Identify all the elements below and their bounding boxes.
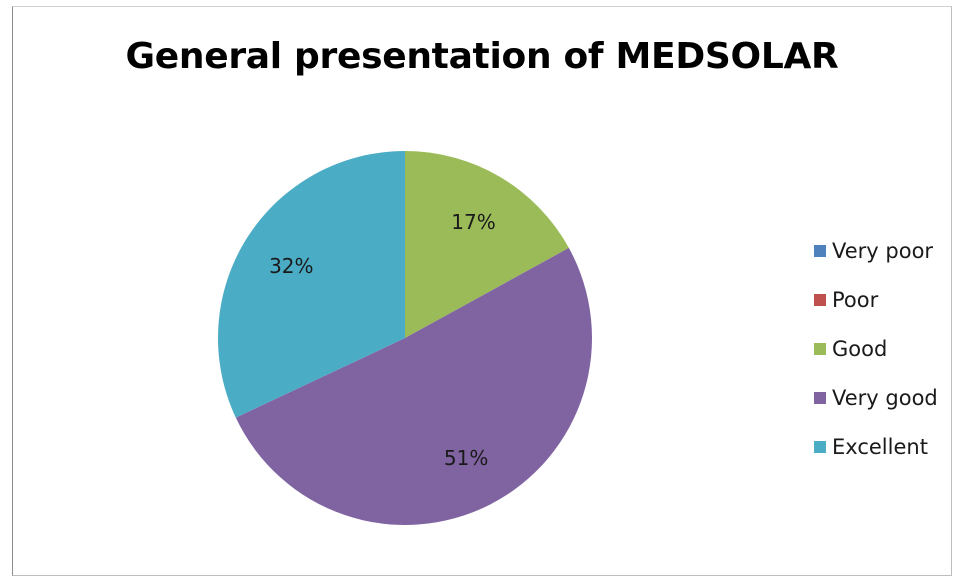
legend-swatch-very-good bbox=[814, 391, 826, 404]
legend-label-excellent: Excellent bbox=[832, 434, 928, 459]
legend: Very poor Poor Good Very good Excellent bbox=[814, 226, 938, 471]
legend-swatch-poor bbox=[814, 293, 826, 306]
legend-item-very-poor: Very poor bbox=[814, 226, 938, 275]
legend-label-good: Good bbox=[832, 336, 888, 361]
data-label-very-good: 51% bbox=[444, 446, 488, 470]
legend-label-poor: Poor bbox=[832, 287, 879, 312]
data-label-excellent: 32% bbox=[269, 254, 313, 278]
legend-item-excellent: Excellent bbox=[814, 422, 938, 471]
pie-slice-good bbox=[405, 151, 569, 338]
legend-label-very-poor: Very poor bbox=[832, 238, 934, 263]
legend-item-good: Good bbox=[814, 324, 938, 373]
legend-swatch-good bbox=[814, 342, 826, 355]
data-label-good: 17% bbox=[451, 210, 495, 234]
chart-title: General presentation of MEDSOLAR bbox=[125, 36, 839, 77]
legend-swatch-excellent bbox=[814, 440, 826, 453]
pie-slice-very-good bbox=[235, 247, 593, 526]
pie-slice-excellent bbox=[217, 151, 405, 418]
legend-item-poor: Poor bbox=[814, 275, 938, 324]
legend-swatch-very-poor bbox=[814, 244, 826, 257]
legend-item-very-good: Very good bbox=[814, 373, 938, 422]
legend-label-very-good: Very good bbox=[832, 385, 938, 410]
